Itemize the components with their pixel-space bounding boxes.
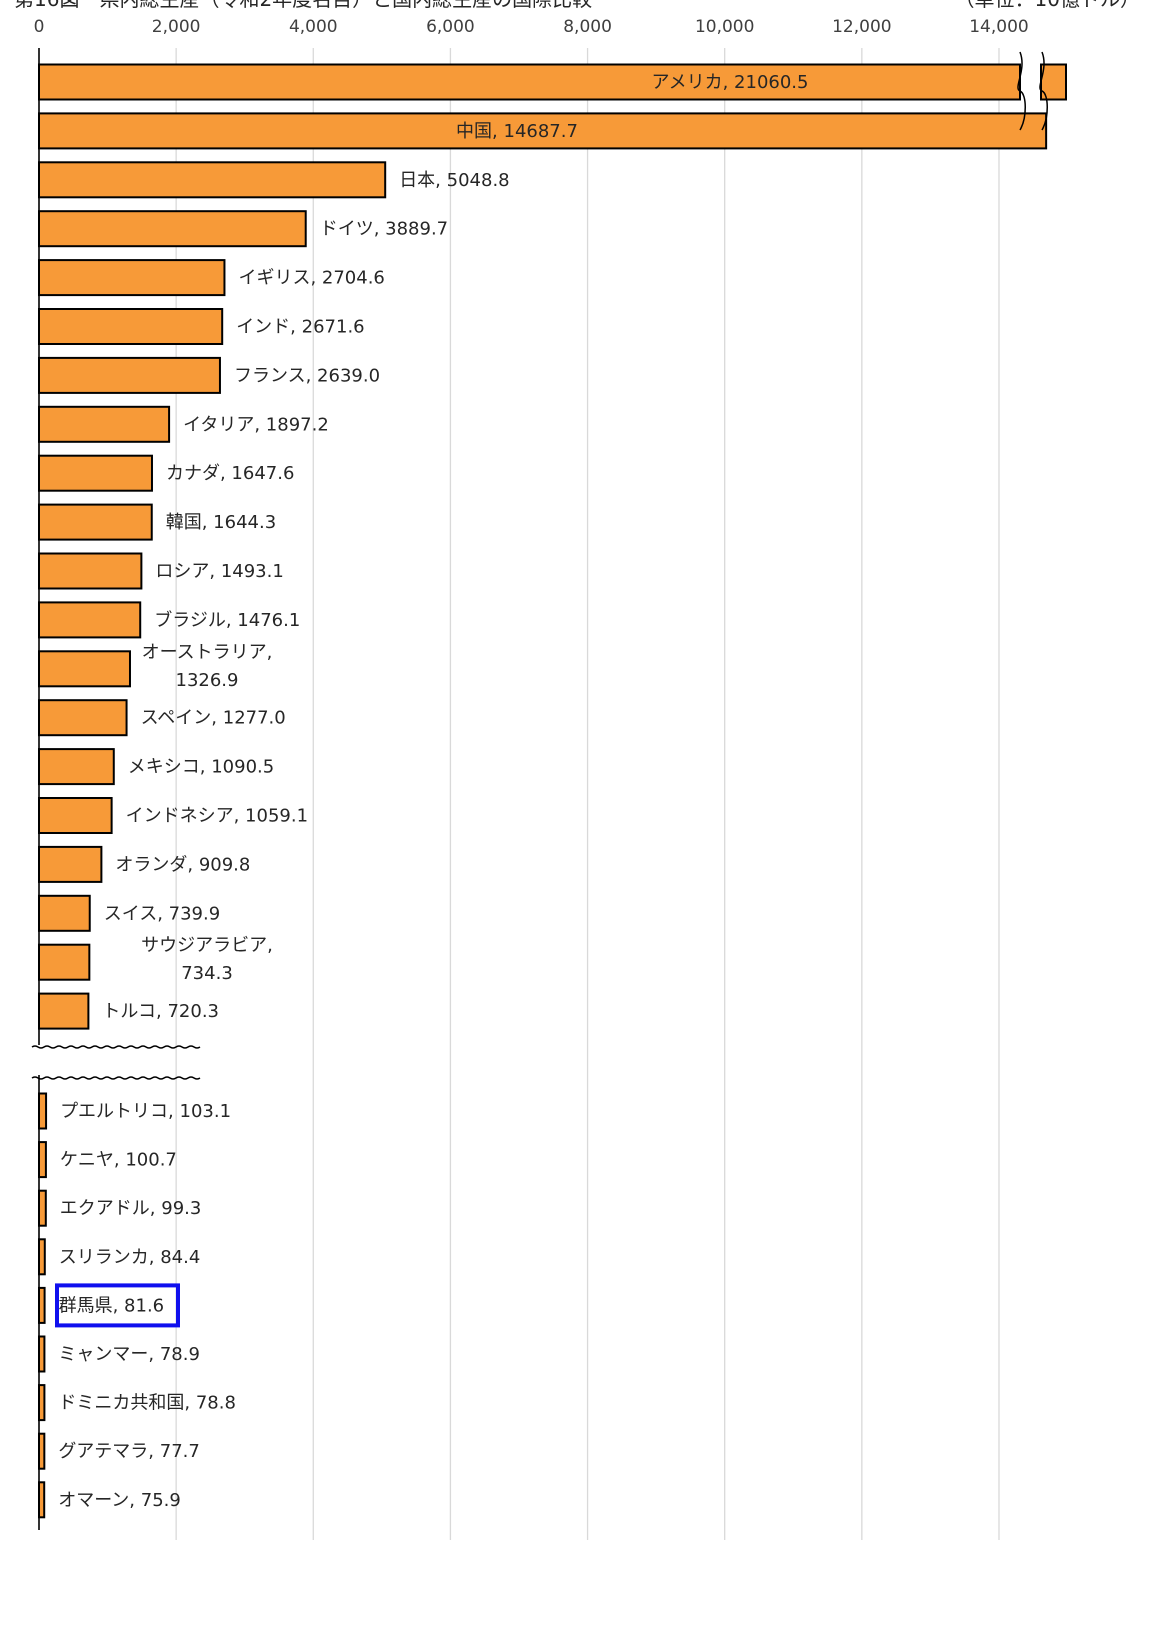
data-label: 中国, 14687.7 [456,121,578,142]
x-tick-label: 4,000 [289,17,338,37]
break-mark-lower [31,1076,201,1080]
bar-e7bea4e9a6ace79c8c [38,1286,46,1324]
bar-e382b9e3839ae382a4e383b3 [38,699,128,737]
data-label-value: 1326.9 [176,670,239,691]
data-label: オランダ, 909.8 [115,854,250,875]
data-label: カナダ, 1647.6 [166,463,294,484]
break-mark-upper [31,1045,201,1049]
x-tick-label: 0 [34,17,45,37]
bar-e38396e383a9e382b8e383ab [38,601,142,639]
bar-e382a4e382aee383aae382b9 [38,259,226,297]
data-label: ドミニカ共和国, 78.8 [58,1393,236,1414]
break-mark-right [1039,51,1048,131]
data-label: トルコ, 720.3 [102,1001,219,1022]
x-tick-label: 14,000 [969,17,1028,37]
bar-e382b1e3838be383a4 [38,1141,47,1179]
data-label: ケニヤ, 100.7 [60,1150,177,1171]
bar-e99f93e59bbd [38,503,153,541]
unit-note: （単位：10億ドル） [955,0,1140,11]
bar-e38389e3839fe3838be382abe585b1e5928ce59bbd [38,1384,46,1422]
bar-e383a1e382ade382b7e382b3 [38,748,115,786]
data-label-value: 734.3 [181,963,233,984]
data-label: プエルトリコ, 103.1 [60,1101,231,1122]
data-label: サウジアラビア, [141,935,273,956]
data-label: スイス, 739.9 [104,903,220,924]
data-label: 群馬県, 81.6 [59,1295,165,1316]
bar-e382a4e382bfe383aae382a2 [38,405,171,443]
data-label: メキシコ, 1090.5 [128,757,274,778]
bar-e4b8ade59bbd [38,112,1048,150]
bar-e383ade382b7e382a2 [38,552,143,590]
bar-e38397e382a8e383abe38388e383aae382b3 [38,1092,48,1130]
data-label: 日本, 5048.8 [399,170,509,191]
bar-e382b9e382a4e382b9 [38,894,91,932]
bar-e382aae383bce382b9e38388e383a9e383aae382a2 [38,650,131,688]
data-label: アメリカ, 21060.5 [652,72,809,93]
data-label: スリランカ, 84.4 [59,1247,201,1268]
chart-title: 第16図 県内総生産（令和2年度名目）と国内総生産の国際比較 [14,0,592,11]
bar-e38395e383a9e383b3e382b9 [38,356,221,394]
data-labels: アメリカ, 21060.5 中国, 14687.7 日本, 5048.8 ドイツ, 3… [55,72,809,1511]
data-label: グアテマラ, 77.7 [58,1441,200,1462]
x-axis-ticks: 0 2,000 4,000 6,000 8,000 10,000 12,000 14,000 [34,17,1029,37]
x-tick-label: 10,000 [695,17,754,37]
data-label: 韓国, 1644.3 [166,512,276,533]
data-label: スペイン, 1277.0 [141,708,286,729]
bar-e382a4e383b3e38389e3838de382b7e382a2 [38,797,113,834]
data-label: エクアドル, 99.3 [60,1198,202,1219]
bar-e382a2e383a1e383aae382ab [38,63,1021,101]
data-label: インドネシア, 1059.1 [126,806,308,827]
data-label: ブラジル, 1476.1 [154,609,300,631]
data-label: ドイツ, 3889.7 [320,219,448,240]
data-label: インド, 2671.6 [236,317,364,338]
bar-e697a5e69cac [38,161,387,199]
data-label: オーストラリア, [142,642,273,663]
x-tick-label: 6,000 [426,17,475,37]
bar-e38389e382a4e38384 [38,210,307,248]
break-mark-left [1017,51,1026,131]
bar-e38388e383abe382b3 [38,992,90,1030]
bars [38,63,1067,1519]
data-label: イタリア, 1897.2 [183,414,329,435]
data-label: ミャンマー, 78.9 [58,1344,200,1365]
data-label: イギリス, 2704.6 [238,268,384,289]
bar-e3839fe383a3e383b3e3839ee383bc [38,1335,46,1373]
bar-e382a4e383b3e38389 [38,308,224,345]
bar-e382b0e382a2e38386e3839ee383a9 [38,1432,46,1470]
highlight-box [55,1283,180,1328]
data-label: フランス, 2639.0 [234,365,380,386]
x-tick-label: 8,000 [563,17,612,37]
data-label: ロシア, 1493.1 [155,561,283,582]
bar-e382aae3839ee383bce383b3 [38,1481,46,1519]
bar-e382aae383a9e383b3e38380 [38,845,103,883]
x-tick-label: 12,000 [832,17,891,37]
bar-e382b9e383aae383a9e383b3e382ab [38,1238,46,1276]
data-label: オマーン, 75.9 [58,1490,181,1511]
bar-e382a8e382afe382a2e38389e383ab [38,1189,47,1227]
grid-lines [38,48,1000,1540]
bar-e382b5e382a6e382b8e382a2e383a9e38393e382a2 [38,943,91,981]
x-tick-label: 2,000 [152,17,201,37]
axis-break-marks [31,51,1048,1080]
bar-e382abe3838ae38380 [38,454,153,492]
